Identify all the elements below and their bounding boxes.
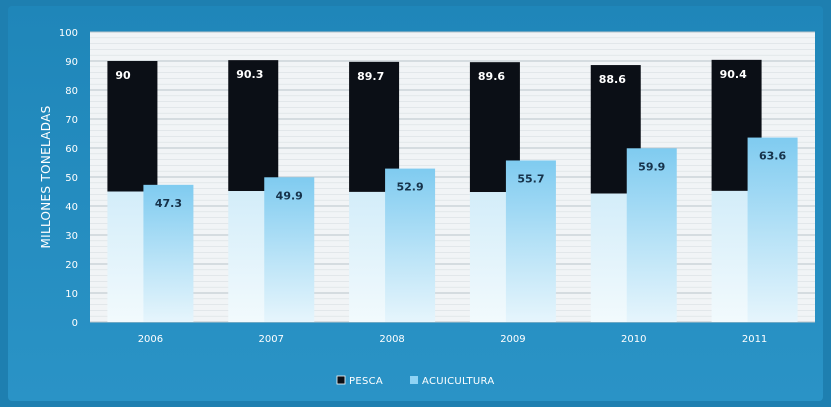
data-label-pesca: 88.6: [599, 73, 626, 86]
bar-acuicultura: [385, 168, 436, 322]
y-axis-title: MILLONES TONELADAS: [39, 105, 53, 248]
data-labels: 90 47.3 90.3 49.9 89.7 52.9 89.6 55.7 88.6 59.9 90…: [115, 68, 786, 210]
y-tick-label: 70: [65, 115, 78, 126]
bar-acuicultura: [264, 177, 315, 322]
legend-swatch-pesca: [336, 375, 346, 385]
bar-acuicultura: [626, 148, 677, 322]
bar-acuicultura: [143, 184, 194, 322]
y-tick-label: 60: [65, 144, 78, 155]
y-tick-label: 40: [65, 202, 78, 213]
y-axis: 0 10 20 30 40 50 60 70 80 90 100: [59, 28, 78, 329]
y-tick-label: 10: [65, 289, 78, 300]
x-tick-label: 2008: [379, 334, 404, 345]
bar-acuicultura: [505, 160, 556, 322]
bar-acuicultura: [747, 137, 798, 322]
x-tick-label: 2006: [138, 334, 163, 345]
y-tick-label: 90: [65, 57, 78, 68]
x-tick-label: 2007: [259, 334, 284, 345]
data-label-acuicultura: 47.3: [155, 197, 182, 210]
legend-label-acuicultura: ACUICULTURA: [422, 376, 495, 387]
legend-label-pesca: PESCA: [349, 376, 383, 387]
gridlines: [90, 31, 815, 323]
bar-pesca: [107, 61, 158, 192]
data-label-acuicultura: 59.9: [638, 160, 665, 173]
data-label-acuicultura: 55.7: [517, 172, 544, 185]
x-axis: 2006 2007 2008 2009 2010 2011: [138, 334, 768, 345]
x-tick-label: 2009: [500, 334, 525, 345]
y-tick-label: 0: [72, 318, 78, 329]
y-tick-label: 30: [65, 231, 78, 242]
legend-swatch-acuicultura: [410, 376, 418, 384]
y-tick-label: 100: [59, 28, 78, 39]
data-label-acuicultura: 49.9: [276, 189, 303, 202]
x-tick-label: 2011: [742, 334, 767, 345]
data-label-acuicultura: 52.9: [397, 181, 424, 194]
data-label-pesca: 89.7: [357, 70, 384, 83]
y-tick-label: 50: [65, 173, 78, 184]
x-tick-label: 2010: [621, 334, 646, 345]
data-label-pesca: 90.3: [236, 68, 263, 81]
legend: PESCA ACUICULTURA: [336, 375, 495, 387]
bar-pesca: [228, 60, 279, 192]
y-tick-label: 20: [65, 260, 78, 271]
data-label-pesca: 90: [115, 69, 131, 82]
data-label-pesca: 90.4: [720, 68, 747, 81]
bars: [107, 59, 798, 322]
data-label-pesca: 89.6: [478, 70, 505, 83]
data-label-acuicultura: 63.6: [759, 150, 786, 163]
y-tick-label: 80: [65, 86, 78, 97]
